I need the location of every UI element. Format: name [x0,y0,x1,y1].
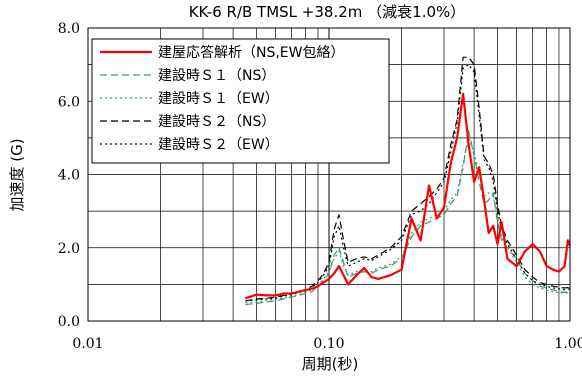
x-tick-label: 1.00 [554,336,582,352]
y-tick-label: 2.0 [58,241,80,257]
legend-label-1: 建屋応答解析（NS,EW包絡） [158,44,345,61]
series-layer [245,56,572,306]
x-axis-ticks: 0.01 0.10 1.00 [72,336,582,352]
series-line-2 [245,129,571,306]
legend-label-3: 建設時Ｓ１（EW） [158,91,279,107]
chart-title: KK-6 R/B TMSL +38.2m （減衰1.0%） [189,3,466,21]
legend-label-4: 建設時Ｓ２（NS） [158,114,275,130]
y-tick-label: 0.0 [58,314,80,330]
x-tick-label: 0.01 [72,336,103,352]
series-line-1 [245,92,572,300]
legend-label-2: 建設時Ｓ１（NS） [158,68,275,84]
y-tick-label: 8.0 [58,21,80,37]
series-line-4 [245,56,571,302]
legend: 建屋応答解析（NS,EW包絡） 建設時Ｓ１（NS） 建設時Ｓ１（EW） 建設時Ｓ２（N… [91,38,390,164]
y-axis-ticks: 0.0 2.0 4.0 6.0 8.0 [58,21,80,330]
y-tick-label: 6.0 [58,94,80,110]
plot-frame [87,27,571,322]
y-axis-label: 加速度 (G) [8,138,26,211]
y-tick-label: 4.0 [58,168,80,184]
legend-label-5: 建設時Ｓ２（EW） [158,137,279,153]
x-axis-label: 周期(秒) [302,355,359,373]
legend-box [91,38,390,164]
x-tick-label: 0.10 [313,336,344,352]
